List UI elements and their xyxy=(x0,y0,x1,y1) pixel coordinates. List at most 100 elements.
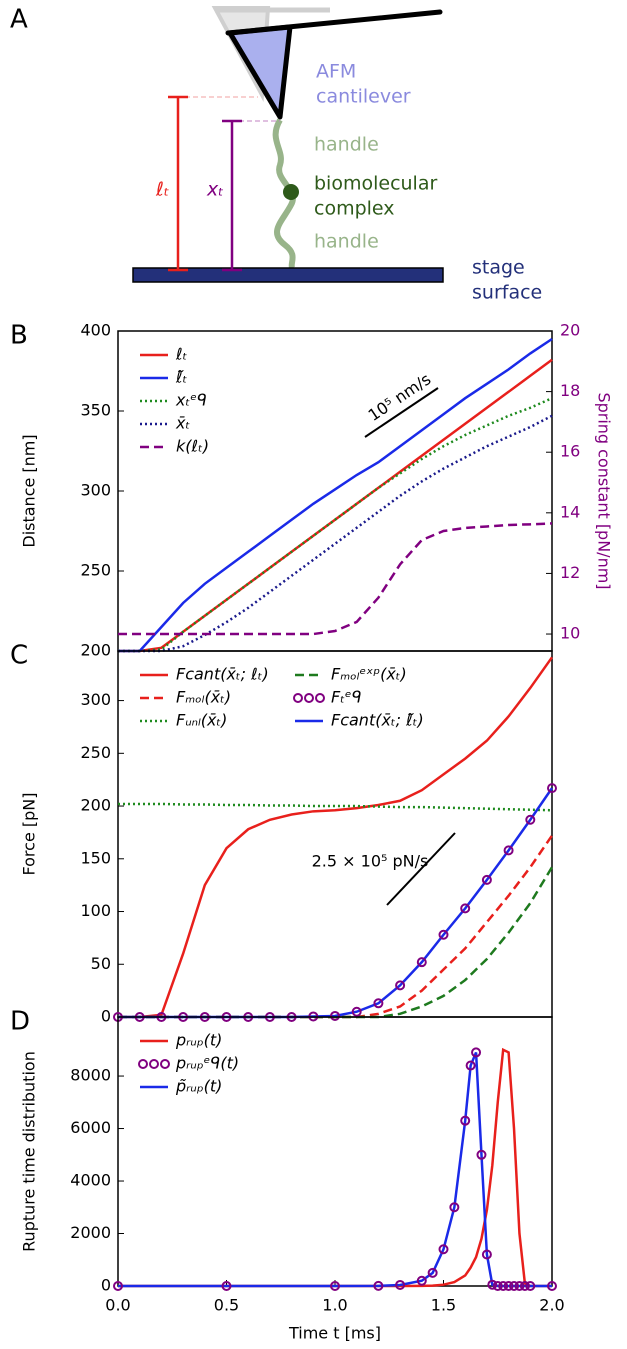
y-tick-label: 200 xyxy=(80,641,111,660)
panel-label: A xyxy=(10,5,28,35)
marker xyxy=(427,1267,438,1278)
complex-label: complex xyxy=(314,198,395,220)
legend-label: x̄ₜ xyxy=(175,414,190,433)
legend-label: Fₘₒₗᵉˣᵖ(x̄ₜ) xyxy=(331,665,407,684)
stage-label: surface xyxy=(472,282,542,304)
series-line xyxy=(118,656,554,1019)
legend-label: Fcant(x̄ₜ; ℓ̃ₜ) xyxy=(331,711,424,730)
marker xyxy=(471,1047,482,1058)
cantilever-arm xyxy=(225,9,443,36)
y-tick-label: 4000 xyxy=(70,1171,111,1190)
legend-label: ℓ̃ₜ xyxy=(175,368,188,387)
marker xyxy=(503,1281,514,1291)
marker xyxy=(330,1281,340,1291)
marker xyxy=(438,929,449,940)
y-tick-label: 200 xyxy=(80,796,111,815)
complex xyxy=(283,184,299,200)
distance-label: ℓₜ xyxy=(155,179,169,201)
marker xyxy=(547,783,557,794)
panel-label: B xyxy=(10,321,28,351)
x-tick-label: 1.0 xyxy=(322,1296,347,1315)
marker xyxy=(525,814,536,825)
marker xyxy=(395,980,406,991)
marker xyxy=(498,1281,509,1291)
legend-label: Fₜᵉᑫ xyxy=(331,688,362,707)
legend-marker xyxy=(138,1059,148,1069)
x-tick-label: 1.5 xyxy=(431,1296,456,1315)
marker xyxy=(113,1281,123,1291)
marker xyxy=(492,1281,503,1291)
series-line xyxy=(118,337,553,653)
y-tick-label: 150 xyxy=(80,848,111,867)
x-tick-label: 2.0 xyxy=(539,1296,564,1315)
y-tick-label: 350 xyxy=(80,401,111,420)
y-axis-label: Distance [nm] xyxy=(20,434,39,547)
y2-tick-label: 20 xyxy=(560,321,580,340)
cantilever-label: AFM xyxy=(316,61,356,83)
x-axis-label: Time t [ms] xyxy=(288,1324,381,1343)
marker xyxy=(476,1149,487,1160)
series-line xyxy=(118,787,554,1019)
y-tick-label: 2000 xyxy=(70,1223,111,1242)
legend-label: pᵣᵤₚ(t) xyxy=(175,1031,222,1050)
legend-label: Fᵤₙₗ(x̄ₜ) xyxy=(176,711,227,730)
chart: C 0 50 100 150 200 250 300 Force [pN] 2.5 × 10⁵ p… xyxy=(10,641,557,1026)
marker xyxy=(465,1060,476,1071)
marker xyxy=(373,998,384,1009)
y2-tick-label: 18 xyxy=(560,381,580,400)
y-axis-label: Force [pN] xyxy=(20,793,39,876)
marker xyxy=(438,1244,449,1255)
y-tick-label: 250 xyxy=(80,561,111,580)
legend-label: Fcant(x̄ₜ; ℓₜ) xyxy=(176,665,269,684)
legend-label: p̃ᵣᵤₚ(t) xyxy=(175,1077,222,1096)
marker xyxy=(330,1010,340,1021)
y-tick-label: 100 xyxy=(80,901,111,920)
marker xyxy=(416,957,427,968)
series-line xyxy=(118,866,554,1019)
marker xyxy=(481,1249,492,1260)
y-tick-label: 250 xyxy=(80,743,111,762)
y2-tick-label: 16 xyxy=(560,442,580,461)
marker xyxy=(509,1281,520,1291)
legend-label: k(ℓₜ) xyxy=(176,437,209,456)
y-tick-label: 300 xyxy=(80,481,111,500)
y2-tick-label: 14 xyxy=(560,502,580,521)
marker xyxy=(503,845,514,856)
marker xyxy=(460,903,471,914)
y-tick-label: 300 xyxy=(80,690,111,709)
handle-label: handle xyxy=(314,134,379,156)
legend-label: pᵣᵤₚᵉᑫ(t) xyxy=(175,1054,239,1073)
legend-label: ℓₜ xyxy=(175,345,188,364)
handle xyxy=(272,118,296,269)
legend-marker xyxy=(304,693,314,703)
legend-marker xyxy=(293,693,303,703)
x-tick-label: 0.0 xyxy=(105,1296,130,1315)
chart: D 0 2000 4000 6000 8000 0.0 0.5 1.0 1.5 2.0 Rupture… xyxy=(10,1007,565,1343)
panel-label: D xyxy=(10,1007,30,1037)
y-tick-label: 0 xyxy=(101,1007,111,1026)
slope-guide xyxy=(364,387,439,438)
series-line xyxy=(118,522,553,636)
marker xyxy=(514,1281,525,1291)
legend-marker xyxy=(149,1059,159,1069)
cantilever-label: cantilever xyxy=(316,86,411,108)
panel-a: A ℓₜ xₜ AFM cantilever handle biomolecul… xyxy=(10,5,542,304)
stage xyxy=(132,267,444,283)
cantilever-tip xyxy=(227,24,293,120)
chart: B 200 250 300 350 400 10 12 14 16 18 20 Distance [nm… xyxy=(10,321,614,660)
y-tick-label: 0 xyxy=(101,1276,111,1295)
marker xyxy=(351,1006,362,1017)
marker xyxy=(519,1281,530,1291)
marker xyxy=(373,1280,384,1291)
stage-label: stage xyxy=(472,257,525,279)
slope-guide xyxy=(386,832,456,906)
annotation: 2.5 × 10⁵ pN/s xyxy=(312,852,429,871)
marker xyxy=(487,1279,498,1290)
marker xyxy=(460,1115,471,1126)
legend-label: xₜᵉᑫ xyxy=(175,391,207,410)
series-line xyxy=(118,414,553,653)
extension-label: xₜ xyxy=(206,179,224,201)
y-tick-label: 8000 xyxy=(70,1066,111,1085)
legend-label: Fₘₒₗ(x̄ₜ) xyxy=(176,688,231,707)
